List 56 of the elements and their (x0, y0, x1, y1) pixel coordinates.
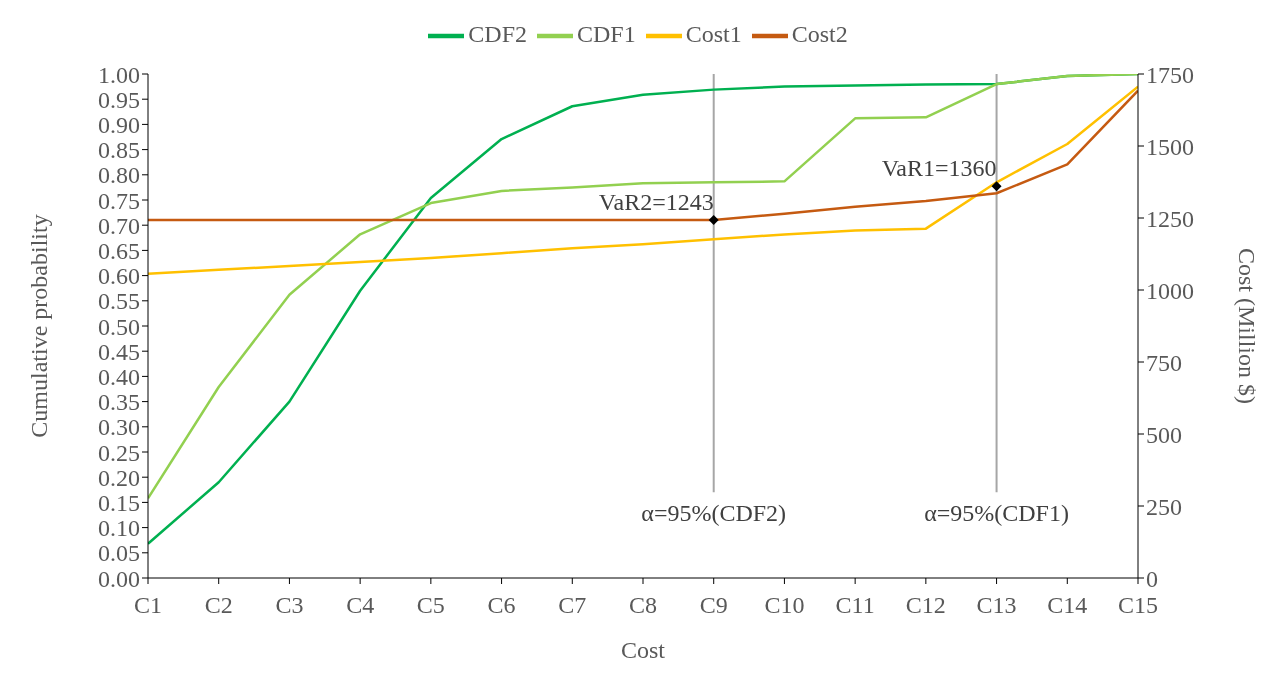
y-tick-label: 0.70 (98, 212, 140, 239)
x-tick-label: C12 (905, 592, 946, 619)
y-tick-label: 0.20 (98, 464, 140, 491)
y2-tick-label: 500 (1146, 421, 1182, 448)
legend-label: CDF1 (576, 20, 636, 47)
legend-label: Cost2 (791, 20, 848, 47)
line-series (148, 85, 1138, 276)
x-tick-label: C14 (1047, 592, 1088, 619)
y-axis-title: Cumulative probability (25, 214, 52, 438)
y-tick-label: 0.10 (98, 515, 140, 542)
x-tick-label: C7 (558, 592, 587, 619)
y2-tick-label: 250 (1146, 493, 1182, 520)
ref-line-label: α=95%(CDF2) (641, 500, 787, 527)
x-tick-label: C6 (487, 592, 516, 619)
y2-axis-title: Cost (Million $) (1234, 247, 1261, 405)
data-label: VaR1=1360 (881, 155, 997, 182)
legend-label: Cost1 (685, 20, 742, 47)
x-tick-label: C1 (133, 592, 163, 619)
y-tick-label: 0.95 (98, 86, 140, 113)
x-tick-label: C2 (204, 592, 233, 619)
x-tick-label: C8 (628, 592, 658, 619)
y-tick-label: 0.50 (98, 313, 140, 340)
x-tick-label: C15 (1117, 592, 1159, 619)
x-tick-label: C11 (835, 592, 875, 619)
y-tick-label: 0.55 (98, 288, 140, 315)
y2-tick-label: 0 (1146, 565, 1158, 592)
x-tick-label: C3 (275, 592, 304, 619)
x-axis-title: Cost (620, 637, 666, 663)
y-tick-label: 1.00 (98, 61, 140, 88)
x-tick-label: C9 (699, 592, 728, 619)
legend-label: CDF2 (468, 20, 527, 47)
ref-line-label: α=95%(CDF1) (924, 500, 1069, 527)
y-tick-label: 0.15 (98, 489, 140, 516)
x-tick-label: C4 (346, 592, 375, 619)
y2-tick-label: 750 (1146, 349, 1182, 376)
y-tick-label: 0.60 (98, 263, 140, 290)
y-tick-label: 0.00 (98, 565, 140, 592)
y2-tick-label: 1250 (1146, 205, 1194, 232)
y2-tick-label: 1000 (1146, 277, 1194, 304)
y-tick-label: 0.90 (98, 111, 140, 138)
y-tick-label: 0.80 (98, 162, 140, 189)
y2-tick-label: 1500 (1146, 133, 1194, 160)
data-label: VaR2=1243 (598, 189, 714, 216)
y-tick-label: 0.35 (98, 389, 140, 416)
y-tick-label: 0.65 (98, 237, 140, 264)
y2-tick-label: 1750 (1146, 61, 1194, 88)
y-tick-label: 0.40 (98, 363, 140, 390)
y-tick-label: 0.05 (98, 540, 140, 567)
y-tick-label: 0.45 (98, 338, 140, 365)
x-tick-label: C13 (976, 592, 1017, 619)
y-tick-label: 0.75 (98, 187, 140, 214)
y-tick-label: 0.85 (98, 137, 140, 164)
x-tick-label: C5 (416, 592, 445, 619)
x-tick-label: C10 (764, 592, 805, 619)
y-tick-label: 0.30 (98, 414, 140, 441)
y-tick-label: 0.25 (98, 439, 140, 466)
